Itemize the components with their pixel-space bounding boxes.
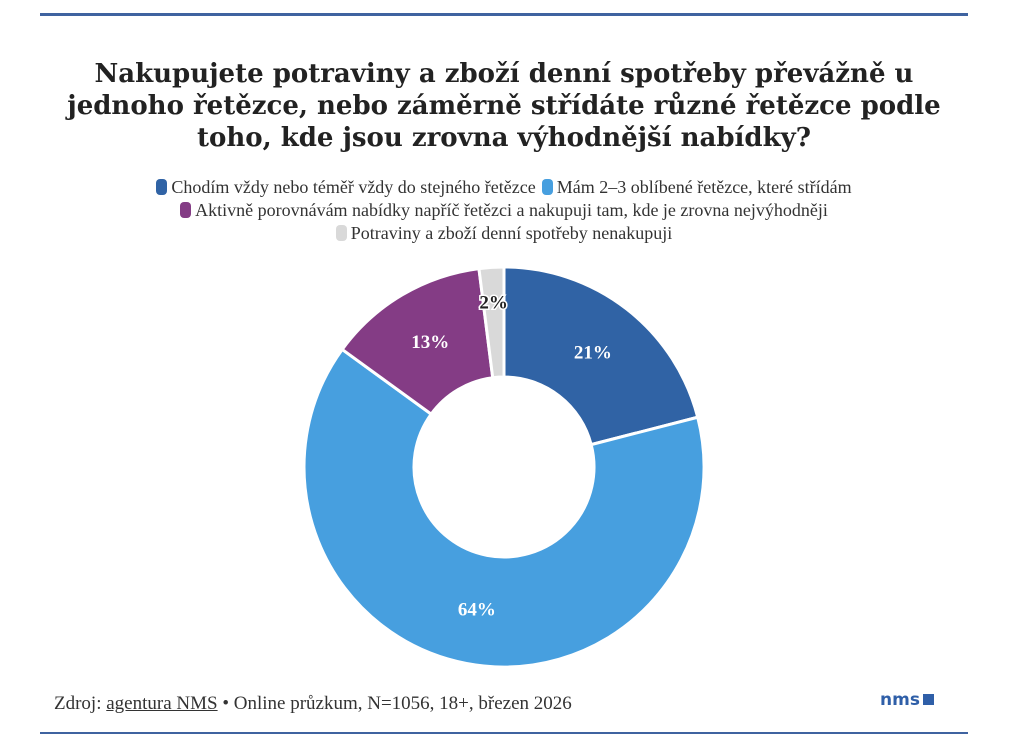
legend-label: Mám 2–3 oblíbené řetězce, které střídám — [556, 177, 852, 197]
top-rule — [40, 13, 968, 16]
bottom-rule — [40, 732, 968, 734]
data-label: 64% — [458, 599, 496, 620]
legend-item[interactable]: Aktivně porovnávám nabídky napříč řetězc… — [180, 199, 828, 222]
logo-square — [922, 694, 934, 705]
legend: Chodím vždy nebo téměř vždy do stejného … — [40, 176, 968, 245]
legend-swatch — [541, 179, 553, 195]
source-prefix: Zdroj: — [54, 693, 107, 714]
legend-label: Aktivně porovnávám nabídky napříč řetězc… — [195, 200, 828, 220]
legend-swatch — [335, 225, 347, 241]
legend-swatch — [156, 179, 168, 195]
legend-item[interactable]: Mám 2–3 oblíbené řetězce, které střídám — [541, 176, 852, 199]
legend-swatch — [180, 202, 192, 218]
footer: Zdroj: agentura NMS • Online průzkum, N=… — [54, 693, 572, 715]
legend-label: Potraviny a zboží denní spotřeby nenakup… — [350, 223, 673, 243]
logo-text: nms — [880, 690, 920, 710]
legend-label: Chodím vždy nebo téměř vždy do stejného … — [171, 177, 536, 197]
data-label: 21% — [574, 342, 612, 363]
source-details: • Online průzkum, N=1056, 18+, březen 20… — [217, 693, 572, 714]
nms-logo: nms — [880, 690, 934, 710]
donut-slice[interactable] — [477, 265, 506, 380]
source-link[interactable]: agentura NMS — [106, 693, 218, 714]
legend-item[interactable]: Potraviny a zboží denní spotřeby nenakup… — [335, 222, 673, 245]
data-label: 2% — [479, 292, 508, 313]
donut-slice[interactable] — [502, 265, 700, 447]
data-label: 13% — [411, 332, 449, 353]
legend-item[interactable]: Chodím vždy nebo téměř vždy do stejného … — [156, 176, 536, 199]
donut-slice[interactable] — [302, 347, 706, 669]
chart-title: Nakupujete potraviny a zboží denní spotř… — [67, 59, 941, 153]
